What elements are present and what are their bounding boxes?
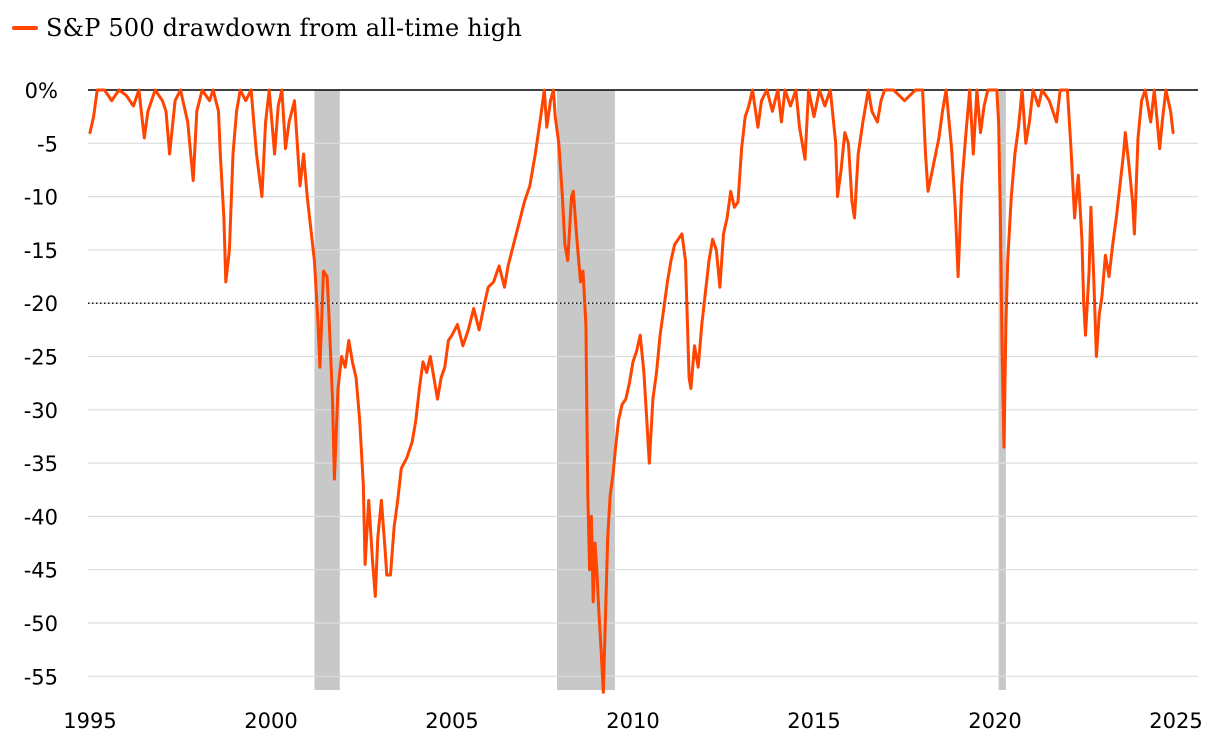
y-tick-label: -45	[24, 559, 58, 583]
y-tick-label: -40	[24, 505, 58, 529]
y-tick-label: -25	[24, 346, 58, 370]
y-tick-label: -10	[24, 186, 58, 210]
x-tick-label: 2020	[968, 709, 1021, 733]
legend-swatch	[12, 26, 38, 30]
x-tick-label: 2015	[787, 709, 840, 733]
y-tick-label: -5	[37, 132, 58, 156]
x-tick-label: 2005	[425, 709, 478, 733]
y-tick-label: -30	[24, 399, 58, 423]
x-tick-label: 2000	[244, 709, 297, 733]
x-tick-label: 2010	[606, 709, 659, 733]
y-tick-label: -20	[24, 292, 58, 316]
y-tick-label: -50	[24, 612, 58, 636]
shaded-period-1	[314, 90, 340, 690]
x-tick-label: 1995	[63, 709, 116, 733]
y-tick-label: -15	[24, 239, 58, 263]
series-line-1	[88, 88, 1175, 694]
grid-lines	[88, 142, 1198, 677]
y-tick-label: 0%	[25, 79, 58, 103]
series-lines	[88, 88, 1175, 694]
y-axis-ticks: 0% -5 -10 -15 -20 -25 -30 -35 -40 -45 -50 -55	[24, 79, 58, 689]
reference-lines	[88, 89, 1198, 304]
x-tick-label: 2025	[1149, 709, 1202, 733]
chart-legend: S&P 500 drawdown from all-time high	[12, 14, 522, 42]
y-tick-label: -55	[24, 665, 58, 689]
legend-label: S&P 500 drawdown from all-time high	[46, 14, 522, 42]
y-tick-label: -35	[24, 452, 58, 476]
x-axis-ticks: 1995 2000 2005 2010 2015 2020 2025	[63, 709, 1202, 733]
